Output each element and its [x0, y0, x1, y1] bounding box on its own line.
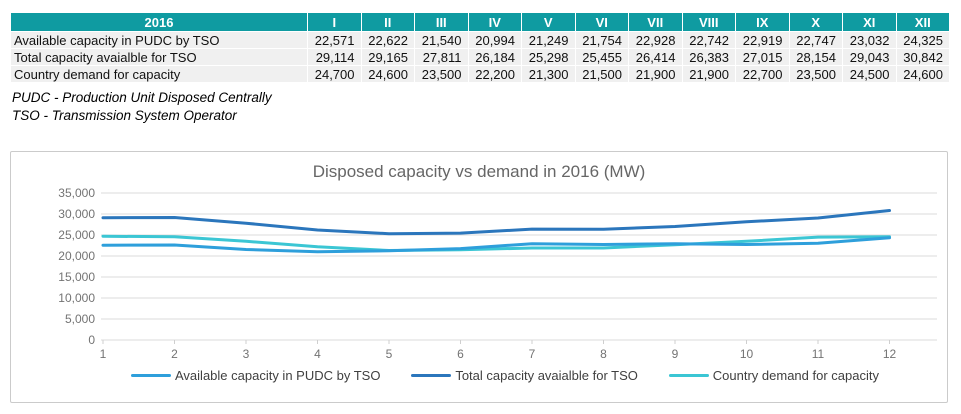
line-chart: 0 5,000 10,000 15,000 20,000 25,000 30,000 35,0…: [58, 186, 937, 361]
capacity-table: 2016 I II III IV V VI VII VIII IX X XI XII Availabl…: [10, 12, 950, 83]
table-cell: 21,500: [575, 66, 628, 82]
table-cell: 24,500: [843, 66, 896, 82]
legend-swatch-country-line: [668, 374, 709, 377]
table-cell: 23,032: [843, 32, 896, 48]
table-cell: 24,325: [896, 32, 949, 48]
legend-swatch-available-line: [131, 374, 171, 377]
table-cell: 24,600: [896, 66, 949, 82]
table-cell: 23,500: [415, 66, 468, 82]
footnotes: PUDC - Production Unit Disposed Centrall…: [12, 89, 950, 125]
table-cell: 24,600: [361, 66, 414, 82]
table-cell: 27,015: [736, 49, 789, 65]
month-header-cell: XII: [896, 13, 949, 31]
table-cell: 26,184: [468, 49, 521, 65]
table-cell: 26,383: [682, 49, 735, 65]
table-cell: 21,754: [575, 32, 628, 48]
month-header-cell: X: [789, 13, 842, 31]
chart-legend: Available capacity in PUDC by TSO Total …: [11, 368, 947, 383]
table-cell: 29,165: [361, 49, 414, 65]
table-cell: 22,747: [789, 32, 842, 48]
svg-text:0: 0: [88, 333, 95, 347]
table-cell: 29,043: [843, 49, 896, 65]
month-header-cell: III: [415, 13, 468, 31]
table-cell: 21,540: [415, 32, 468, 48]
table-cell: 22,700: [736, 66, 789, 82]
legend-swatch-total-line: [411, 374, 452, 377]
svg-text:5,000: 5,000: [65, 312, 95, 326]
svg-text:4: 4: [314, 347, 321, 361]
month-header-cell: XI: [843, 13, 896, 31]
svg-text:7: 7: [529, 347, 536, 361]
svg-text:15,000: 15,000: [58, 270, 95, 284]
table-cell: 25,455: [575, 49, 628, 65]
svg-text:10: 10: [740, 347, 754, 361]
svg-text:3: 3: [243, 347, 250, 361]
month-header-cell: I: [308, 13, 361, 31]
month-header-cell: V: [522, 13, 575, 31]
table-cell: 21,900: [629, 66, 682, 82]
svg-text:5: 5: [386, 347, 393, 361]
svg-text:10,000: 10,000: [58, 291, 95, 305]
table-row: Total capacity avaialble for TSO 29,114 29…: [11, 49, 949, 65]
table-cell: 28,154: [789, 49, 842, 65]
legend-label-country: Country demand for capacity: [712, 368, 879, 383]
legend-item-available: Available capacity in PUDC by TSO: [131, 368, 380, 383]
chart-panel: Disposed capacity vs demand in 2016 (MW)…: [10, 151, 948, 403]
table-cell: 22,622: [361, 32, 414, 48]
table-cell: 22,742: [682, 32, 735, 48]
table-cell: 22,928: [629, 32, 682, 48]
table-cell: 23,500: [789, 66, 842, 82]
table-cell: 21,249: [522, 32, 575, 48]
svg-text:12: 12: [883, 347, 897, 361]
table-cell: 24,700: [308, 66, 361, 82]
table-row: Country demand for capacity 24,700 24,600 2…: [11, 66, 949, 82]
table-cell: 21,900: [682, 66, 735, 82]
svg-text:6: 6: [457, 347, 464, 361]
row-label: Available capacity in PUDC by TSO: [11, 32, 307, 48]
svg-text:25,000: 25,000: [58, 228, 95, 242]
table-cell: 20,994: [468, 32, 521, 48]
svg-text:20,000: 20,000: [58, 249, 95, 263]
table-cell: 26,414: [629, 49, 682, 65]
table-header-row: 2016 I II III IV V VI VII VIII IX X XI XII: [11, 13, 949, 31]
svg-text:8: 8: [600, 347, 607, 361]
table-cell: 27,811: [415, 49, 468, 65]
month-header-cell: VIII: [682, 13, 735, 31]
table-cell: 21,300: [522, 66, 575, 82]
table-cell: 22,571: [308, 32, 361, 48]
footnote-pudc: PUDC - Production Unit Disposed Centrall…: [12, 90, 272, 105]
chart-title: Disposed capacity vs demand in 2016 (MW): [312, 162, 646, 181]
year-header-cell: 2016: [11, 13, 307, 31]
legend-label-available: Available capacity in PUDC by TSO: [175, 368, 381, 383]
month-header-cell: VI: [575, 13, 628, 31]
svg-text:1: 1: [100, 347, 107, 361]
legend-item-total: Total capacity avaialble for TSO: [411, 368, 638, 383]
table-cell: 22,919: [736, 32, 789, 48]
table-cell: 22,200: [468, 66, 521, 82]
table-cell: 29,114: [308, 49, 361, 65]
month-header-cell: IV: [468, 13, 521, 31]
table-row: Available capacity in PUDC by TSO 22,571 2…: [11, 32, 949, 48]
legend-item-country: Country demand for capacity: [668, 368, 879, 383]
svg-text:30,000: 30,000: [58, 207, 95, 221]
row-label: Country demand for capacity: [11, 66, 307, 82]
footnote-tso: TSO - Transmission System Operator: [12, 108, 237, 123]
month-header-cell: IX: [736, 13, 789, 31]
svg-text:35,000: 35,000: [58, 186, 95, 200]
svg-text:2: 2: [171, 347, 178, 361]
legend-label-total: Total capacity avaialble for TSO: [455, 368, 638, 383]
month-header-cell: VII: [629, 13, 682, 31]
report-page: 2016 I II III IV V VI VII VIII IX X XI XII Availabl…: [10, 12, 950, 403]
table-cell: 25,298: [522, 49, 575, 65]
month-header-cell: II: [361, 13, 414, 31]
table-cell: 30,842: [896, 49, 949, 65]
svg-text:9: 9: [672, 347, 679, 361]
svg-text:11: 11: [812, 347, 825, 361]
row-label: Total capacity avaialble for TSO: [11, 49, 307, 65]
